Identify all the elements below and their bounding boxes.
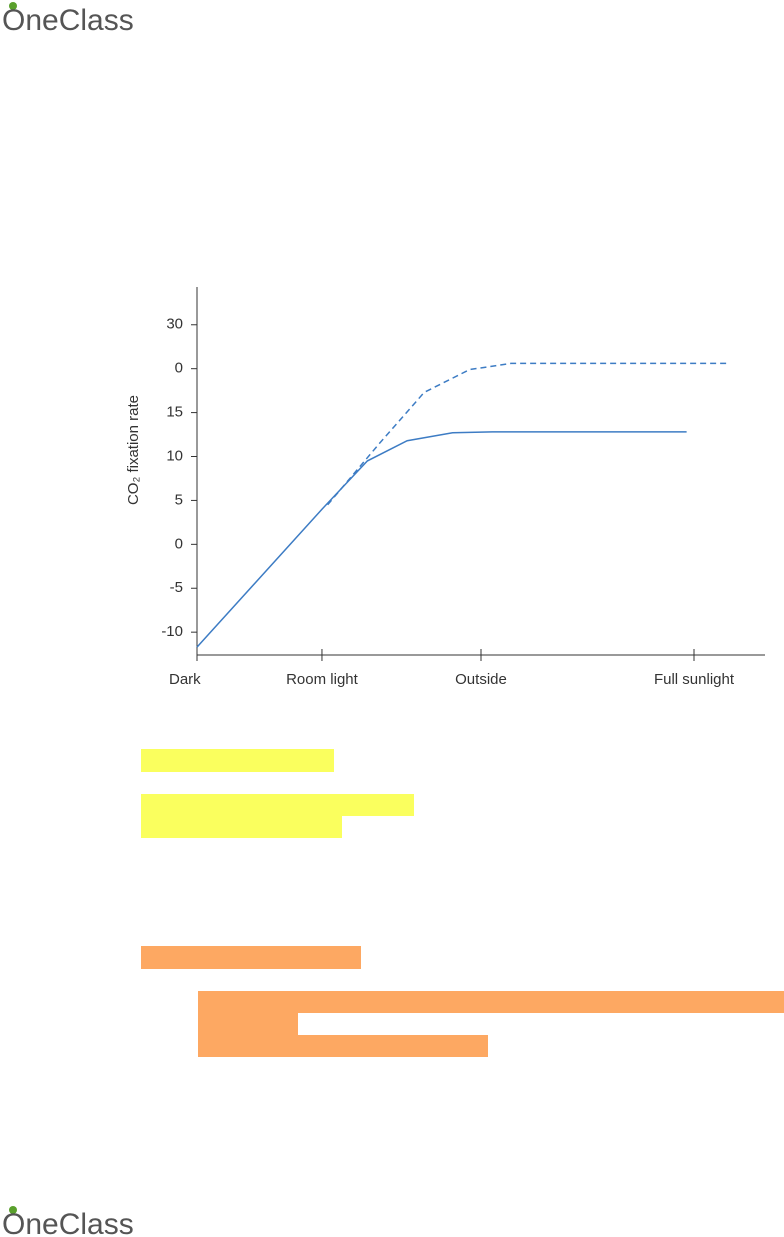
x-tick-label: Full sunlight (654, 671, 735, 688)
line (196, 431, 687, 648)
line (327, 362, 730, 506)
highlight (141, 749, 334, 772)
highlight (198, 1013, 298, 1035)
logo: OneClass (2, 4, 134, 37)
highlight (141, 794, 414, 816)
y-tick-label: -10 (161, 623, 183, 640)
y-tick-label: 0 (175, 360, 183, 377)
y-tick-label: 15 (166, 404, 183, 421)
y-tick-label: -5 (170, 579, 183, 596)
logo-leaf (9, 2, 17, 10)
x-tick-label: Outside (455, 671, 507, 688)
y-tick-label: 0 (175, 535, 183, 552)
logo-leaf (9, 1206, 17, 1214)
highlight (141, 816, 342, 838)
highlight (198, 991, 784, 1013)
y-tick-label: 30 (166, 316, 183, 333)
y-tick-label: 10 (166, 447, 183, 464)
x-tick-label: Dark (169, 671, 201, 688)
highlight (141, 946, 361, 969)
x-tick-label: Room light (286, 671, 359, 688)
y-tick-label: 5 (175, 491, 183, 508)
y-axis-label: CO₂ fixation rate (125, 395, 142, 505)
logo: OneClass (2, 1208, 134, 1237)
highlight (198, 1035, 488, 1057)
